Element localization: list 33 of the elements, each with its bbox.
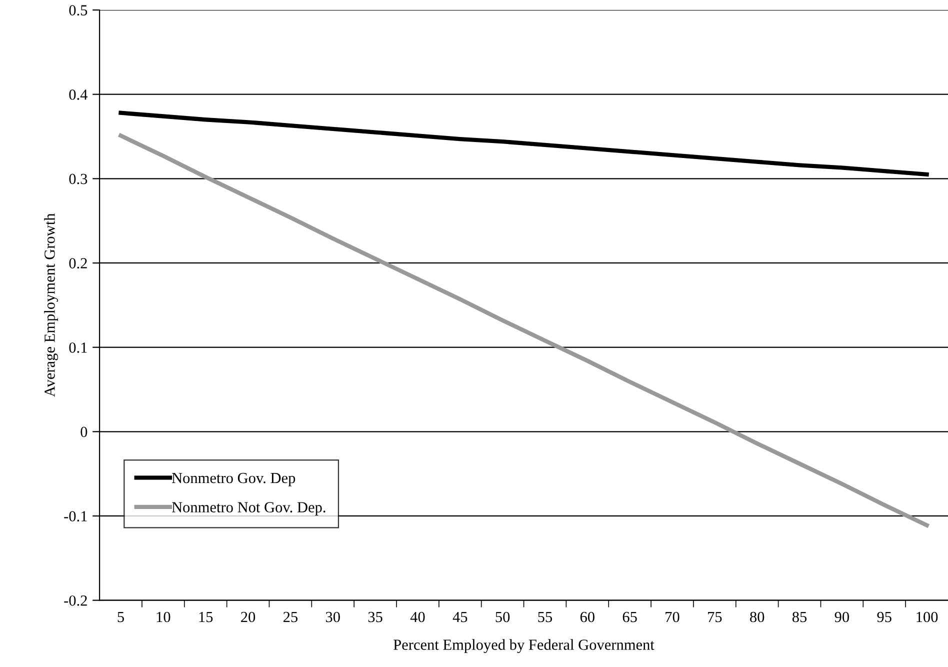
y-tick-label: 0.5 bbox=[69, 5, 88, 16]
x-tick-label: 20 bbox=[241, 612, 256, 622]
x-tick-label: 60 bbox=[580, 612, 594, 622]
x-tick-label: 50 bbox=[496, 612, 510, 622]
x-tick-label: 25 bbox=[283, 612, 298, 622]
x-tick-label: 40 bbox=[410, 612, 425, 622]
x-tick-label: 65 bbox=[622, 612, 637, 622]
line-series bbox=[118, 134, 929, 528]
x-tick-label: 15 bbox=[199, 612, 213, 622]
x-tick-label: 85 bbox=[792, 612, 807, 622]
x-axis-title: Percent Employed by Federal Government bbox=[394, 639, 654, 654]
y-tick-label: 0 bbox=[80, 426, 88, 438]
x-tick-label: 80 bbox=[750, 612, 764, 622]
x-tick-label: 10 bbox=[156, 612, 170, 622]
x-tick-label: 5 bbox=[118, 612, 124, 622]
x-tick-label: 70 bbox=[666, 612, 680, 622]
x-tick-label: 90 bbox=[834, 612, 849, 622]
y-tick-label: 0.2 bbox=[69, 258, 87, 269]
x-tick-label: 45 bbox=[452, 612, 468, 622]
x-tick-label: 35 bbox=[368, 612, 382, 622]
x-tick-label: 100 bbox=[916, 612, 938, 622]
y-axis-title: Average Employment Growth bbox=[44, 213, 58, 397]
y-tick-label: -0.1 bbox=[64, 511, 87, 522]
x-tick-label: 95 bbox=[877, 612, 892, 622]
y-tick-label: 0.3 bbox=[69, 174, 88, 184]
y-tick-label: 0.4 bbox=[69, 89, 88, 100]
y-tick-label: -0.2 bbox=[64, 595, 87, 606]
x-tick-label: 75 bbox=[708, 612, 722, 622]
x-tick-label: 30 bbox=[326, 612, 340, 622]
legend-label: Nonmetro Not Gov. Dep. bbox=[172, 502, 326, 516]
x-tick-label: 55 bbox=[538, 612, 552, 622]
y-tick-label: 0.1 bbox=[69, 342, 87, 353]
legend-label: Nonmetro Gov. Dep bbox=[172, 472, 296, 486]
